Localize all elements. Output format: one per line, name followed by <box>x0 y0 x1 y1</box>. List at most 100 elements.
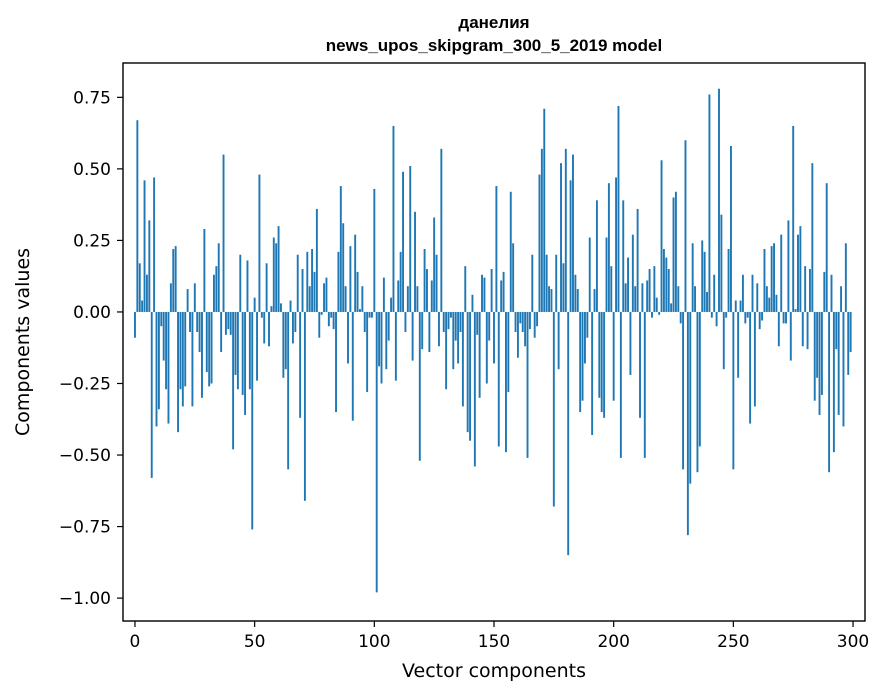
y-tick-label: −1.00 <box>59 589 111 609</box>
bar <box>552 311 555 507</box>
bar <box>782 311 785 324</box>
bar <box>689 311 692 484</box>
bar <box>770 246 773 312</box>
bar <box>701 240 704 312</box>
bar <box>222 154 225 312</box>
bar <box>193 283 196 312</box>
bar <box>727 249 730 312</box>
bar <box>622 200 625 312</box>
bar <box>533 311 536 338</box>
bar <box>459 311 462 332</box>
bar <box>543 108 546 312</box>
bar <box>476 311 479 335</box>
bar <box>725 311 728 318</box>
y-axis: 0.75 0.50 0.25 0.00 −0.25 −0.50 −0.75 −1.00 <box>59 88 123 609</box>
bar <box>203 228 206 312</box>
bar <box>134 311 136 338</box>
bar <box>205 311 208 373</box>
bar <box>797 234 799 312</box>
bar <box>500 280 503 312</box>
bar <box>780 234 783 312</box>
bar <box>263 311 266 344</box>
bar <box>306 251 309 312</box>
bar <box>634 286 637 312</box>
bar <box>579 311 582 413</box>
bar <box>612 311 615 401</box>
bar <box>280 303 282 312</box>
chart-title: данелия <box>458 13 529 32</box>
bar <box>241 311 244 395</box>
bar <box>332 311 335 330</box>
bar <box>287 311 290 470</box>
bar <box>339 186 342 312</box>
bar-series <box>134 88 852 593</box>
bar <box>615 177 618 312</box>
bar <box>804 266 807 312</box>
bar <box>595 200 598 312</box>
bar <box>356 271 359 312</box>
bar <box>538 174 541 312</box>
bar <box>713 274 716 312</box>
bar <box>277 226 280 312</box>
bar <box>239 254 242 312</box>
bar <box>227 311 230 330</box>
bar <box>593 289 596 312</box>
bar <box>674 191 677 312</box>
bar <box>610 266 613 312</box>
bar <box>603 311 606 418</box>
bar <box>157 311 160 410</box>
bar <box>234 311 237 375</box>
bar <box>440 148 443 312</box>
bar <box>284 311 287 370</box>
bar <box>402 171 404 312</box>
bar <box>366 311 369 393</box>
bar <box>799 226 802 312</box>
bar <box>830 274 833 312</box>
bar <box>698 311 701 447</box>
bar <box>624 283 627 312</box>
bar <box>655 297 658 312</box>
bar <box>411 311 414 361</box>
bar <box>531 254 534 312</box>
bar <box>299 311 302 418</box>
bar <box>828 311 831 473</box>
bar <box>145 274 148 312</box>
bar <box>816 311 819 378</box>
bar <box>423 249 426 312</box>
y-axis-label: Components values <box>12 248 34 436</box>
bar <box>464 266 467 312</box>
bar <box>617 105 620 312</box>
bar <box>516 311 519 358</box>
bar <box>392 125 395 312</box>
bar <box>181 311 184 407</box>
bar <box>591 311 594 435</box>
bar <box>406 286 409 312</box>
bar <box>359 309 361 312</box>
bar <box>849 311 852 353</box>
bar <box>380 311 383 384</box>
bar <box>514 311 517 332</box>
bar <box>373 188 376 312</box>
bar <box>354 234 357 312</box>
bar <box>433 217 436 312</box>
bar <box>260 311 263 318</box>
bar <box>335 311 337 413</box>
y-tick-label: −0.75 <box>59 518 111 538</box>
bar <box>794 309 797 312</box>
bar <box>220 311 223 353</box>
bar <box>229 311 232 335</box>
bar <box>246 260 249 312</box>
bar <box>660 160 663 312</box>
x-axis-label: Vector components <box>402 660 586 682</box>
x-axis: 0 50 100 150 200 250 300 <box>130 621 869 652</box>
bar <box>586 311 589 338</box>
bar <box>490 269 493 312</box>
bar <box>248 311 251 390</box>
bar <box>670 303 673 312</box>
bar <box>732 311 735 470</box>
bar <box>524 311 527 347</box>
bar <box>167 311 170 424</box>
bar <box>758 311 761 330</box>
x-tick-label: 50 <box>244 632 266 652</box>
bar <box>763 249 766 312</box>
